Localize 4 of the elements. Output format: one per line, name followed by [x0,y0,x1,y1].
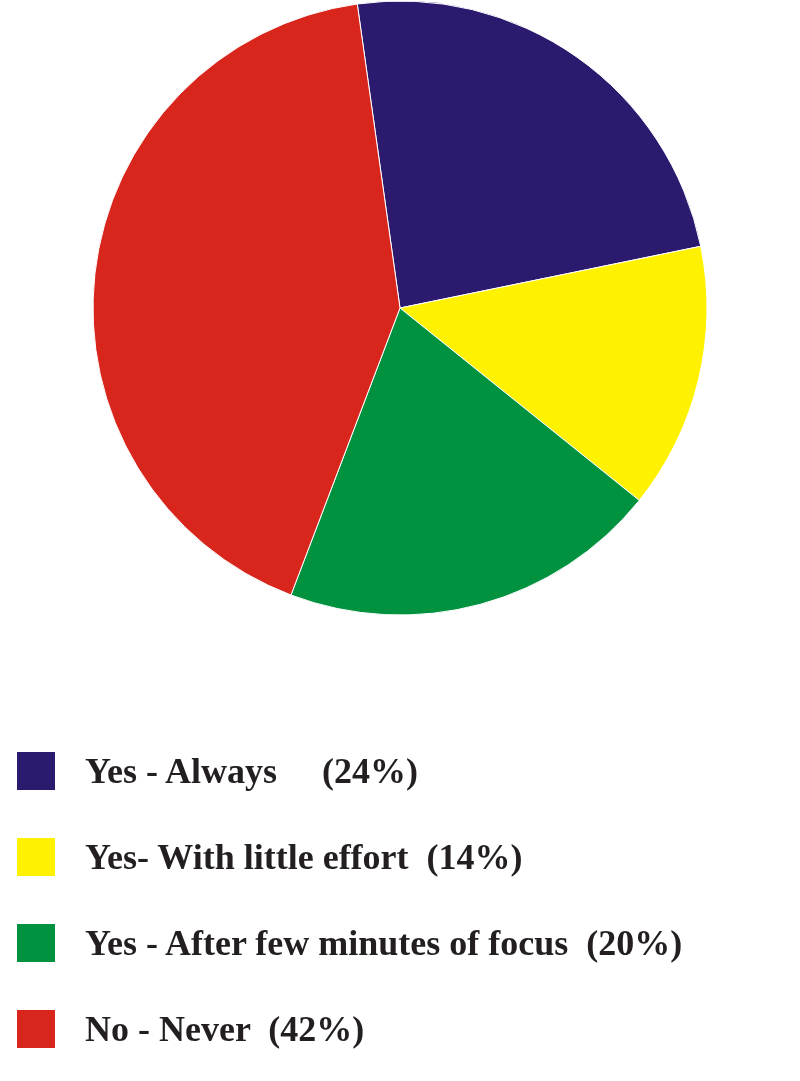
legend-label: Yes - Always (24%) [85,751,418,791]
legend-label: Yes- With little effort (14%) [85,837,523,877]
legend-label: Yes - After few minutes of focus (20%) [85,923,683,963]
legend-label: No - Never (42%) [85,1009,365,1049]
